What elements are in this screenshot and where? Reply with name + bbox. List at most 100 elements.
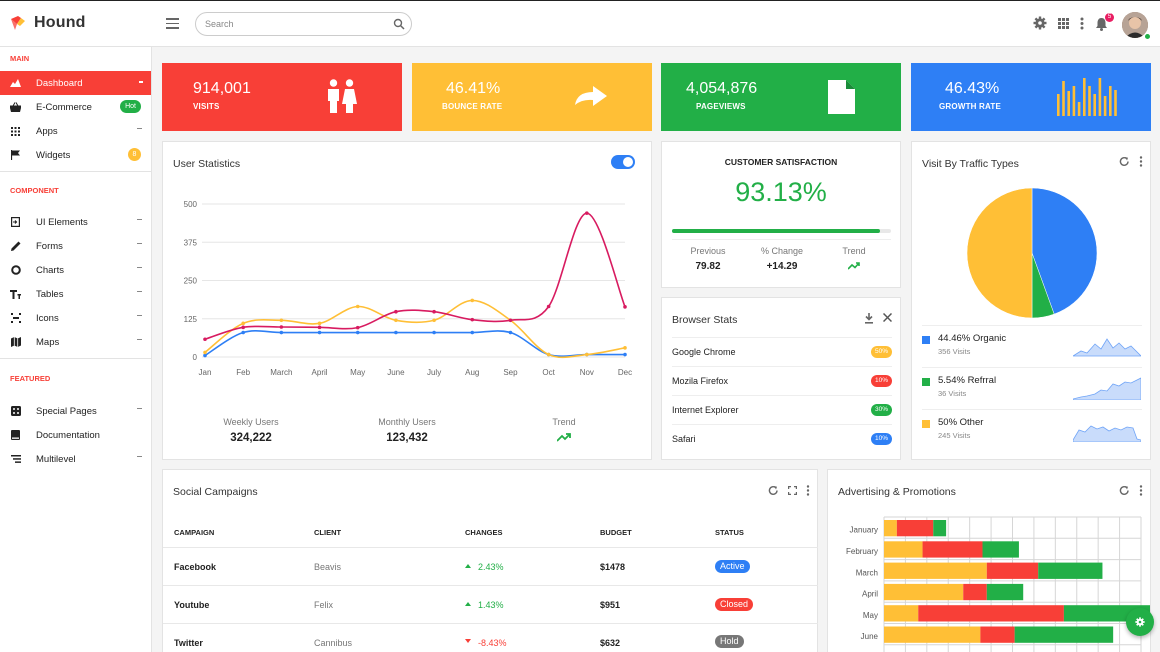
- traffic-visits: 356 Visits: [938, 347, 971, 356]
- refresh-icon[interactable]: [1119, 485, 1130, 496]
- data-point: [355, 325, 360, 330]
- satisfaction-progress: [672, 229, 891, 233]
- bar-segment: [1038, 562, 1103, 579]
- settings-fab[interactable]: [1126, 608, 1154, 636]
- sidebar-item-forms[interactable]: Forms: [0, 234, 151, 258]
- browser-share-badge: 10%: [871, 433, 892, 445]
- sidebar-divider: [0, 358, 151, 359]
- browser-share-badge: 50%: [871, 346, 892, 358]
- brand[interactable]: Hound: [10, 14, 86, 32]
- data-point: [394, 330, 398, 335]
- x-tick-label: Oct: [542, 368, 555, 377]
- refresh-icon[interactable]: [1119, 156, 1130, 167]
- more-vertical-icon[interactable]: [1139, 485, 1143, 496]
- sidebar-item-charts[interactable]: Charts: [0, 258, 151, 282]
- donut-chart-icon: [10, 265, 21, 276]
- sidebar-item-apps[interactable]: Apps: [0, 119, 151, 143]
- fullscreen-icon[interactable]: [788, 486, 797, 495]
- data-point: [470, 330, 475, 335]
- change-value: +14.29: [766, 261, 798, 272]
- search-icon[interactable]: [393, 18, 405, 30]
- sidebar-item-dashboard[interactable]: Dashboard: [0, 71, 151, 95]
- x-tick-label: Sep: [503, 368, 518, 377]
- stat-label: GROWTH RATE: [939, 102, 1002, 111]
- data-point: [432, 309, 436, 314]
- campaign-name: Facebook: [174, 562, 217, 572]
- line-chart: 0 125 250 375 500 Jan Feb March April May June July…: [184, 200, 632, 377]
- budget-value: $951: [600, 600, 621, 610]
- more-vertical-icon[interactable]: [1139, 156, 1143, 167]
- menu-toggle-icon[interactable]: [166, 18, 179, 29]
- sidebar-item-tables[interactable]: Tables: [0, 282, 151, 306]
- traffic-visits: 36 Visits: [938, 389, 967, 398]
- data-point: [623, 346, 627, 350]
- browser-row-chrome: Google Chrome 50%: [672, 337, 892, 366]
- bell-icon[interactable]: [1095, 17, 1108, 31]
- toggle-switch[interactable]: [611, 155, 635, 169]
- chevron-down-icon: [137, 291, 142, 292]
- sidebar-item-icons[interactable]: Icons: [0, 306, 151, 330]
- search-box[interactable]: [195, 12, 412, 36]
- sidebar-item-ui-elements[interactable]: UI Elements: [0, 210, 151, 234]
- data-point: [241, 321, 245, 326]
- stat-card-pageviews: 4,054,876 PAGEVIEWS: [661, 63, 901, 131]
- table-row[interactable]: Twitter Cannibus -8.43% $632 Hold: [163, 623, 818, 652]
- table-icon: [10, 289, 21, 300]
- growth-bar: [1103, 96, 1107, 116]
- sidebar-item-maps[interactable]: Maps: [0, 330, 151, 354]
- bar-segment: [884, 520, 897, 537]
- book-icon: [10, 430, 21, 441]
- data-point: [203, 353, 207, 358]
- growth-bar: [1083, 78, 1086, 116]
- social-campaigns-card: Social Campaigns CAMPAIGN CLIENT CHANGES…: [162, 469, 818, 652]
- sidebar-item-ecommerce[interactable]: E-Commerce Hot: [0, 95, 151, 119]
- sidebar-item-multilevel[interactable]: Multilevel: [0, 447, 151, 471]
- table-row[interactable]: Youtube Felix 1.43% $951 Closed: [163, 585, 818, 623]
- data-point: [241, 330, 245, 335]
- avatar[interactable]: [1122, 12, 1148, 38]
- sidebar-item-documentation[interactable]: Documentation: [0, 423, 151, 447]
- sidebar-section-featured: FEATURED: [10, 374, 51, 383]
- more-vertical-icon[interactable]: [806, 485, 810, 496]
- browser-row-firefox: Mozila Firefox 10%: [672, 366, 892, 395]
- search-input[interactable]: [205, 19, 385, 29]
- sidebar-item-label: Widgets: [36, 149, 71, 161]
- campaign-name: Youtube: [174, 600, 210, 610]
- bar-segment: [884, 541, 923, 558]
- sidebar-item-widgets[interactable]: Widgets 8: [0, 143, 151, 167]
- data-point: [279, 318, 284, 323]
- bar-segment: [918, 605, 1064, 622]
- refresh-icon[interactable]: [768, 485, 779, 496]
- column-header: CLIENT: [314, 528, 342, 537]
- change-value: -8.43%: [478, 638, 507, 648]
- data-point: [279, 330, 284, 335]
- sidebar-item-special-pages[interactable]: Special Pages: [0, 399, 151, 423]
- close-icon[interactable]: [883, 313, 892, 322]
- download-icon[interactable]: [864, 313, 874, 324]
- advertising-bar-chart: January February March April May June: [846, 516, 1150, 652]
- browser-stats-card: Browser Stats Google Chrome 50% Mozila Fi…: [661, 297, 901, 460]
- bar-segment: [1014, 626, 1114, 643]
- growth-bar: [1114, 90, 1117, 116]
- apps-grid-icon[interactable]: [1058, 18, 1069, 29]
- category-label: June: [861, 632, 879, 641]
- campaign-name: Twitter: [174, 638, 203, 648]
- more-vertical-icon[interactable]: [1080, 17, 1084, 30]
- sparkline: [1073, 425, 1141, 442]
- users-icon: [328, 79, 357, 113]
- top-bar: Hound 5: [0, 0, 1160, 47]
- table-row[interactable]: Facebook Beavis 2.43% $1478 Active: [163, 547, 818, 585]
- data-point: [508, 318, 513, 323]
- trend-up-icon: [848, 262, 860, 270]
- x-tick-label: Jan: [199, 368, 212, 377]
- sidebar-item-label: Maps: [36, 336, 60, 348]
- data-point: [394, 309, 398, 314]
- change-value: 2.43%: [478, 562, 504, 572]
- browser-row-safari: Safari 10%: [672, 424, 892, 453]
- y-tick-label: 250: [184, 277, 198, 286]
- sidebar-item-label: Charts: [36, 264, 64, 276]
- gear-icon[interactable]: [1033, 16, 1047, 30]
- sidebar-item-label: Forms: [36, 240, 63, 252]
- data-point: [241, 325, 245, 330]
- card-title: Browser Stats: [672, 314, 738, 326]
